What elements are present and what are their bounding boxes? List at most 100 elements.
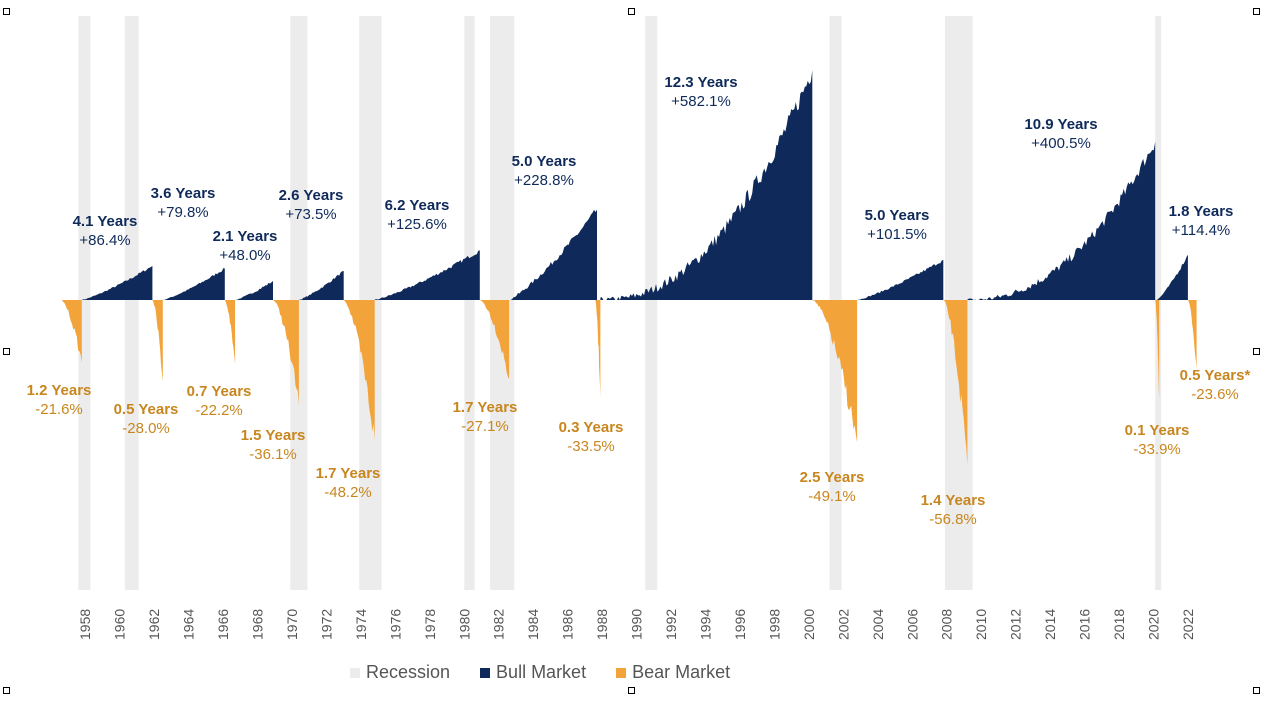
legend-label-bull: Bull Market xyxy=(496,662,587,682)
bear-return-label: -56.8% xyxy=(929,511,977,528)
resize-handle-top-left[interactable] xyxy=(3,8,10,15)
bear-return-label: -33.5% xyxy=(567,438,615,455)
x-tick-label: 1996 xyxy=(732,609,748,640)
legend-item-bear: Bear Market xyxy=(616,662,730,683)
recession-band xyxy=(645,16,658,590)
bear-return-label: -36.1% xyxy=(249,446,297,463)
bear-market-area xyxy=(343,300,375,440)
x-tick-label: 1986 xyxy=(560,609,576,640)
resize-handle-middle-left[interactable] xyxy=(3,348,10,355)
x-tick-label: 1974 xyxy=(353,609,369,640)
bull-return-label: +228.8% xyxy=(514,172,574,189)
bear-duration-label: 1.2 Years xyxy=(27,382,92,399)
bull-duration-label: 5.0 Years xyxy=(865,207,930,224)
x-tick-label: 2008 xyxy=(939,609,955,640)
bull-duration-label: 10.9 Years xyxy=(1024,116,1097,133)
market-areas xyxy=(61,70,1197,465)
bull-return-label: +125.6% xyxy=(387,216,447,233)
recession-band xyxy=(464,16,475,590)
resize-handle-top-right[interactable] xyxy=(1253,8,1260,15)
bull-return-label: +73.5% xyxy=(285,206,336,223)
bear-duration-label: 0.5 Years xyxy=(114,401,179,418)
x-tick-label: 2020 xyxy=(1146,609,1162,640)
bear-return-label: -27.1% xyxy=(461,418,509,435)
bull-duration-label: 5.0 Years xyxy=(512,153,577,170)
x-tick-label: 2010 xyxy=(973,609,989,640)
bear-duration-label: 1.7 Years xyxy=(453,399,518,416)
bull-market-area xyxy=(600,70,813,300)
x-tick-label: 1998 xyxy=(766,609,782,640)
bull-duration-label: 2.1 Years xyxy=(213,228,278,245)
resize-handle-bottom-center[interactable] xyxy=(628,687,635,694)
x-tick-label: 1958 xyxy=(77,609,93,640)
bear-return-label: -33.9% xyxy=(1133,441,1181,458)
market-labels: 4.1 Years +86.4% 3.6 Years +79.8% 2.1 Years +… xyxy=(27,74,1251,528)
x-tick-label: 1972 xyxy=(318,609,334,640)
bull-market-area xyxy=(857,259,944,300)
bear-duration-label: 1.7 Years xyxy=(316,465,381,482)
bull-return-label: +114.4% xyxy=(1172,222,1231,239)
x-tick-label: 1960 xyxy=(112,609,128,640)
bear-market-area xyxy=(273,300,299,405)
x-tick-label: 1968 xyxy=(250,609,266,640)
bull-duration-label: 2.6 Years xyxy=(279,187,344,204)
bear-market-area xyxy=(812,300,858,443)
bear-market-area xyxy=(224,300,236,365)
x-tick-label: 1980 xyxy=(456,609,472,640)
x-tick-label: 1966 xyxy=(215,609,231,640)
x-tick-label: 1970 xyxy=(284,609,300,640)
x-tick-label: 2022 xyxy=(1180,609,1196,640)
x-tick-label: 1978 xyxy=(422,609,438,640)
bear-duration-label: 1.4 Years xyxy=(921,492,986,509)
bear-return-label: -22.2% xyxy=(195,402,243,419)
bull-market-area xyxy=(81,265,153,300)
x-tick-label: 1976 xyxy=(387,609,403,640)
x-tick-label: 1984 xyxy=(525,609,541,640)
bear-duration-label: 1.5 Years xyxy=(241,427,306,444)
bear-market-area xyxy=(61,300,82,363)
bull-return-label: +400.5% xyxy=(1031,135,1091,152)
resize-handle-top-center[interactable] xyxy=(628,8,635,15)
recession-band xyxy=(78,16,91,590)
x-tick-label: 1990 xyxy=(629,609,645,640)
x-tick-label: 1982 xyxy=(491,609,507,640)
legend: Recession Bull Market Bear Market xyxy=(350,662,730,683)
bear-return-label: -48.2% xyxy=(324,484,372,501)
bull-market-area xyxy=(235,281,273,300)
bear-return-label: -28.0% xyxy=(122,420,170,437)
bull-return-label: +48.0% xyxy=(219,247,270,264)
bull-market-area xyxy=(509,209,597,300)
legend-label-bear: Bear Market xyxy=(632,662,731,682)
bull-duration-label: 6.2 Years xyxy=(385,197,450,214)
legend-item-recession: Recession xyxy=(350,662,450,683)
x-tick-label: 1964 xyxy=(181,609,197,640)
x-axis-ticks: 1958 1960 1962 1964 1966 1968 1970 1972 1974 1976… xyxy=(77,609,1196,640)
bull-duration-label: 4.1 Years xyxy=(73,213,138,230)
bear-duration-label: 0.5 Years* xyxy=(1180,367,1251,384)
bear-duration-label: 0.3 Years xyxy=(559,419,624,436)
legend-item-bull: Bull Market xyxy=(480,662,586,683)
legend-label-recession: Recession xyxy=(366,662,451,682)
x-tick-label: 2018 xyxy=(1111,609,1127,640)
legend-swatch-bull xyxy=(480,667,491,678)
bull-market-area xyxy=(162,268,225,300)
x-tick-label: 2016 xyxy=(1077,609,1093,640)
x-tick-label: 2014 xyxy=(1042,609,1058,640)
bull-market-area xyxy=(1156,254,1188,300)
bull-return-label: +79.8% xyxy=(157,204,208,221)
resize-handle-middle-right[interactable] xyxy=(1253,348,1260,355)
recession-band xyxy=(124,16,139,590)
bull-market-area xyxy=(374,250,480,300)
resize-handle-bottom-left[interactable] xyxy=(3,687,10,694)
legend-swatch-bear xyxy=(616,667,627,678)
bear-market-area xyxy=(943,300,968,465)
bull-return-label: +86.4% xyxy=(79,232,130,249)
bear-duration-label: 0.1 Years xyxy=(1125,422,1190,439)
bull-return-label: +582.1% xyxy=(671,93,731,110)
x-tick-label: 1962 xyxy=(146,609,162,640)
x-tick-label: 2006 xyxy=(904,609,920,640)
bear-market-area xyxy=(1155,300,1160,399)
resize-handle-bottom-right[interactable] xyxy=(1253,687,1260,694)
bear-market-area xyxy=(1187,300,1197,369)
